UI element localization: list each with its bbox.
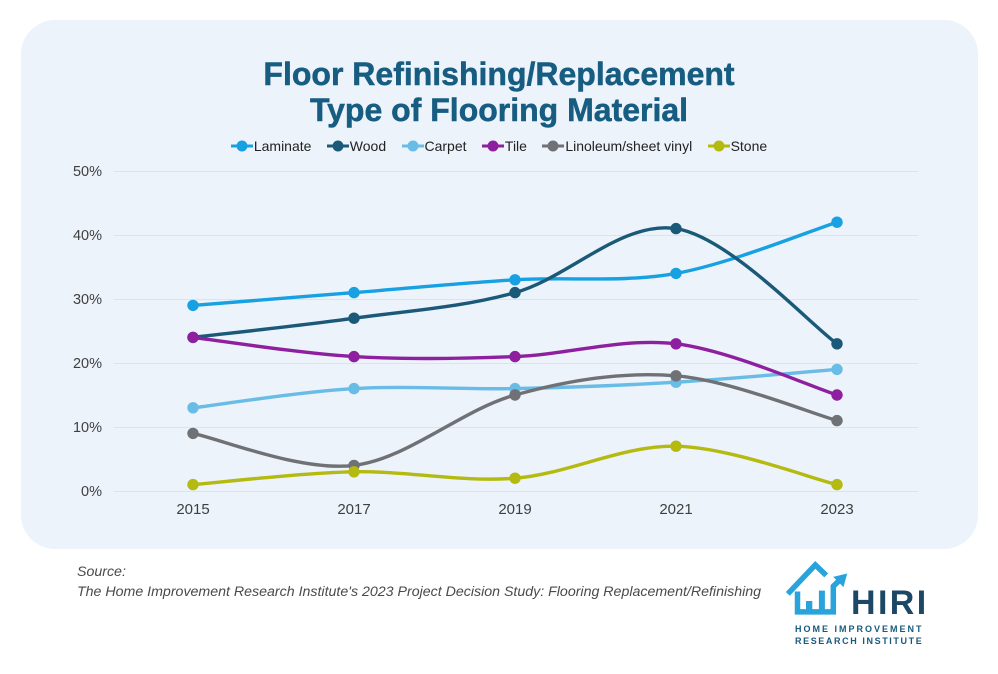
svg-text:30%: 30% <box>73 292 102 308</box>
svg-text:2017: 2017 <box>337 501 370 518</box>
svg-text:40%: 40% <box>73 228 102 244</box>
svg-text:50%: 50% <box>73 164 102 180</box>
svg-text:0%: 0% <box>81 484 102 500</box>
svg-text:2021: 2021 <box>659 501 692 518</box>
svg-text:2023: 2023 <box>820 501 853 518</box>
svg-text:20%: 20% <box>73 356 102 372</box>
svg-text:10%: 10% <box>73 420 102 436</box>
svg-text:2015: 2015 <box>176 501 209 518</box>
svg-text:2019: 2019 <box>498 501 531 518</box>
